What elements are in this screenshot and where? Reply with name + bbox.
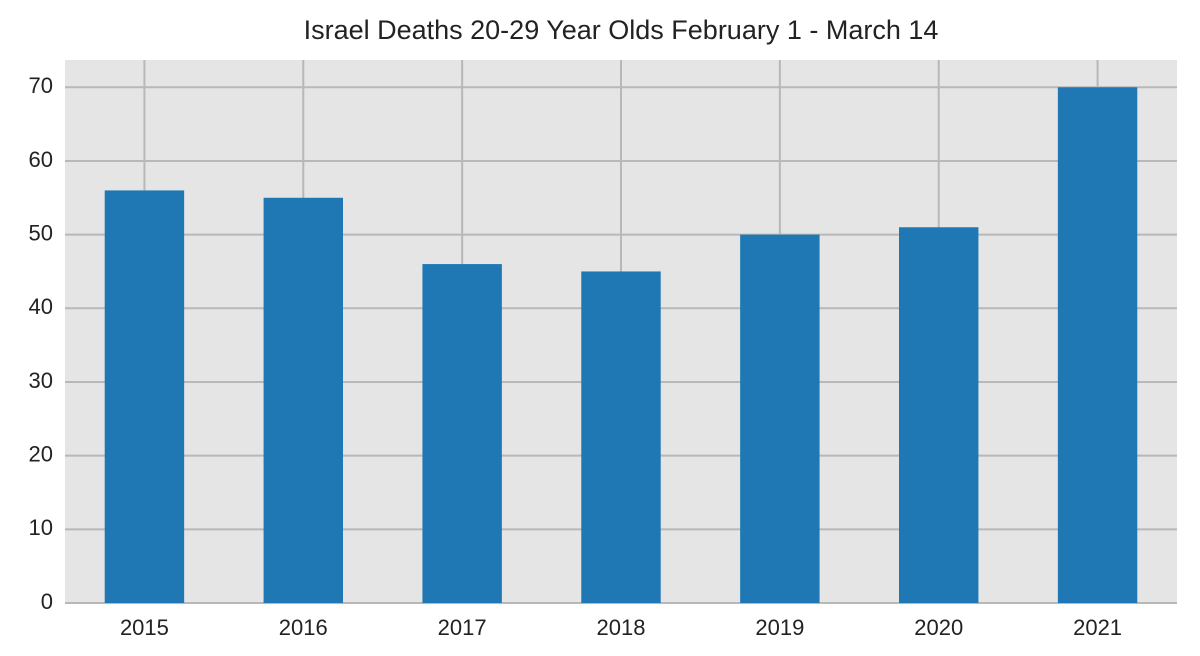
x-tick-label: 2015 (120, 615, 169, 640)
x-tick-label: 2018 (597, 615, 646, 640)
bar (263, 197, 343, 603)
y-tick-label: 40 (29, 294, 53, 319)
x-tick-label: 2020 (914, 615, 963, 640)
bar (422, 264, 502, 603)
bar (899, 227, 979, 603)
y-tick-label: 70 (29, 73, 53, 98)
y-tick-label: 50 (29, 220, 53, 245)
y-tick-label: 0 (41, 589, 53, 614)
chart-title: Israel Deaths 20-29 Year Olds February 1… (304, 15, 939, 45)
x-tick-label: 2017 (438, 615, 487, 640)
y-tick-label: 10 (29, 515, 53, 540)
x-tick-label: 2019 (755, 615, 804, 640)
bar (1057, 87, 1138, 604)
bar (104, 190, 185, 603)
x-tick-label: 2016 (279, 615, 328, 640)
y-tick-label: 20 (29, 441, 53, 466)
bar (740, 234, 820, 603)
y-tick-label: 30 (29, 368, 53, 393)
bar (581, 271, 661, 603)
x-tick-label: 2021 (1073, 615, 1122, 640)
y-tick-label: 60 (29, 147, 53, 172)
